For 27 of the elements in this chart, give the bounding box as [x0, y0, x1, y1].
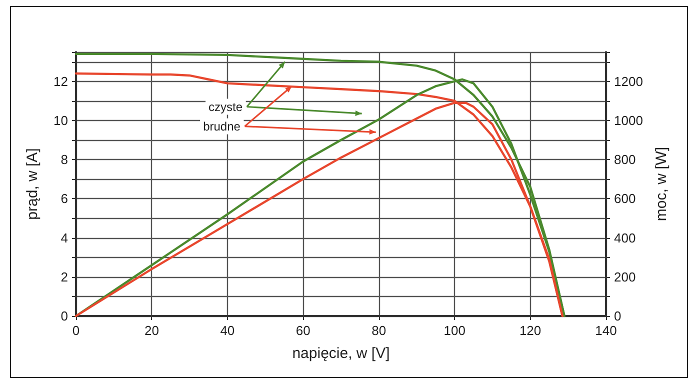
- x-tick-label: 120: [519, 323, 542, 338]
- y-tick-label: 12: [54, 74, 68, 89]
- y2-tick-label: 0: [614, 308, 622, 324]
- y2-tick-label: 600: [614, 191, 636, 206]
- y2-tick-label: 800: [614, 152, 636, 168]
- y-tick-label: 4: [60, 230, 68, 246]
- x-tick-label: 60: [296, 323, 310, 338]
- x-tick-label: 0: [72, 323, 80, 338]
- x-tick-label: 100: [444, 323, 466, 338]
- y2-tick-label: 1200: [614, 74, 643, 89]
- x-tick-label: 140: [595, 323, 617, 338]
- y-axis-title: prąd, w [A]: [24, 148, 41, 220]
- y2-tick-label: 200: [614, 269, 636, 284]
- x-tick-label: 80: [372, 323, 386, 338]
- y2-tick-label: 1000: [614, 112, 643, 128]
- annotation: czyste: [208, 100, 243, 114]
- y-tick-label: 8: [60, 152, 68, 168]
- y2-tick-label: 400: [614, 230, 636, 246]
- x-tick-label: 40: [220, 323, 235, 338]
- x-axis-title: napięcie, w [V]: [292, 345, 390, 362]
- y-tick-label: 10: [54, 112, 68, 128]
- y-tick-label: 6: [60, 191, 68, 206]
- y-tick-label: 2: [60, 269, 68, 284]
- annotation: brudne: [203, 119, 241, 134]
- x-tick-label: 20: [144, 323, 159, 338]
- y2-axis-title: moc, w [W]: [652, 146, 670, 222]
- y-tick-label: 0: [60, 308, 68, 324]
